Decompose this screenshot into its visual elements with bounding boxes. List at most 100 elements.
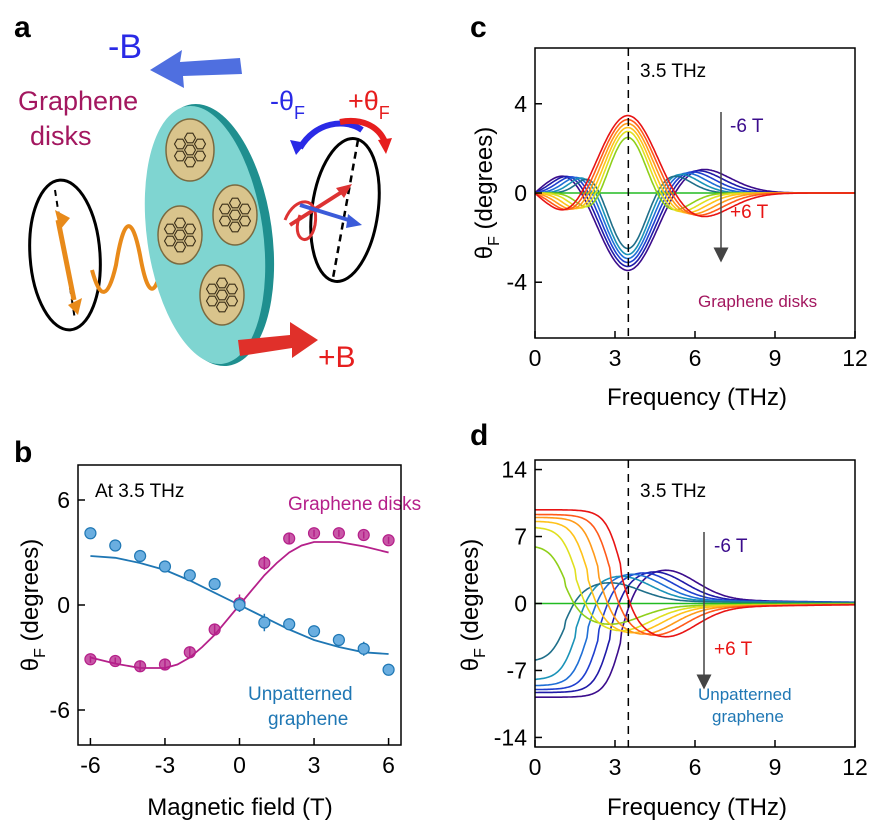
output-helix: [283, 200, 318, 241]
chart-d: 0 3 6 9 12 -14 -7 0 7 14 3.5 THz -6 T +6 T Unpatt…: [457, 457, 868, 821]
d-y-tick-label-0: -14: [494, 724, 527, 750]
c-x-axis-label: Frequency (THz): [607, 384, 787, 411]
output-blue-arrowhead: [346, 214, 362, 228]
graphene-disk-4: [199, 264, 245, 326]
c-x-tick-label-4: 12: [842, 345, 868, 371]
graphene-disk-1: [165, 118, 215, 182]
output-blue-arrow: [299, 203, 356, 224]
b-annotation-unpatterned-line1: Unpatterned: [248, 684, 353, 705]
output-red-arrowhead: [336, 184, 352, 198]
disks-label-line2: disks: [30, 121, 92, 151]
c-x-tick-label-3: 9: [769, 345, 782, 371]
hexagon-6: [183, 144, 197, 156]
b-point-1-10: [332, 633, 345, 647]
d-curve-12: [534, 508, 855, 638]
input-field-arrow: [55, 219, 77, 301]
c-x-tick-label-1: 3: [609, 345, 622, 371]
c-y-tick-label-1: 0: [514, 180, 527, 206]
hexagon-16: [238, 203, 252, 215]
b-point-1-1: [109, 539, 122, 552]
b-point-0-3: [158, 658, 172, 671]
hexagon-18: [238, 215, 252, 227]
b-point-0-0: [84, 653, 97, 666]
b-annotation-unpatterned-line2: graphene: [268, 709, 348, 730]
output-axis-line: [331, 139, 360, 279]
b-y-tick-label-1: 0: [57, 592, 70, 618]
b-x-tick-label-4: 6: [382, 752, 395, 778]
c-curve-9: [534, 126, 855, 214]
d-x-tick-label-4: 12: [842, 754, 868, 780]
c-curve-5: [535, 175, 855, 250]
b-point-0-11: [357, 528, 370, 542]
c-annotation-material: Graphene disks: [698, 292, 817, 311]
plus-theta-label: +θF: [348, 86, 390, 123]
b-point-0-10: [332, 527, 345, 540]
b-x-tick-label-2: 0: [233, 752, 246, 778]
d-y-tick-label-4: 14: [501, 457, 527, 483]
b-point-0-5: [208, 623, 221, 636]
rotation-arrowhead-plus: [378, 138, 392, 154]
d-x-tick-label-0: 0: [529, 754, 542, 780]
c-y-tick-label-2: 4: [514, 91, 527, 117]
b-x-tick-label-1: -3: [155, 752, 175, 778]
hexagon-23: [225, 283, 239, 295]
b-point-0-2: [134, 660, 147, 673]
hexagon-19: [228, 221, 242, 233]
hexagon-10: [163, 235, 177, 247]
d-curve-3: [534, 573, 855, 687]
d-y-axis-label: θF (degrees): [457, 539, 489, 672]
b-point-1-11: [357, 642, 370, 655]
b-point-1-3: [158, 560, 172, 573]
hexagon-2: [193, 138, 207, 150]
hexagon-14: [228, 197, 242, 209]
graphene-disk-3: [212, 184, 258, 246]
b-y-axis-label: θF (degrees): [17, 539, 49, 672]
hexagon-11: [183, 235, 197, 247]
d-annotation-plus6: +6 T: [714, 639, 753, 660]
c-curve-12: [534, 114, 855, 218]
graphene-disk-2: [157, 205, 203, 265]
d-curve-9: [534, 520, 855, 634]
d-x-tick-label-3: 9: [769, 754, 782, 780]
c-frame: [534, 47, 856, 339]
honeycomb-lattice: [163, 132, 252, 313]
c-annotation-frequency: 3.5 THz: [640, 61, 706, 82]
hexagon-4: [193, 150, 207, 162]
hexagon-25: [225, 295, 239, 307]
c-curve-3: [534, 172, 855, 260]
b-annotation-frequency: At 3.5 THz: [95, 481, 184, 502]
d-annotation-unpatterned-line1: Unpatterned: [698, 685, 792, 704]
d-x-tick-label-2: 6: [689, 754, 702, 780]
b-point-1-5: [208, 577, 221, 591]
hexagon-24: [205, 295, 219, 307]
panel-label-a: a: [14, 11, 31, 44]
panel-label-d: d: [470, 419, 488, 452]
c-curve-7: [535, 136, 855, 211]
input-arrowhead-up: [55, 210, 70, 230]
b-point-1-8: [283, 618, 296, 631]
hexagon-20: [228, 209, 242, 221]
b-point-1-2: [134, 549, 147, 563]
b-point-1-7: [258, 616, 271, 629]
d-annotation-unpatterned-line2: graphene: [712, 707, 784, 726]
d-x-axis-label: Frequency (THz): [607, 794, 787, 821]
d-y-tick-label-1: -7: [507, 657, 527, 683]
hexagon-1: [173, 138, 187, 150]
d-frame: [534, 459, 856, 748]
b-x-axis-label: Magnetic field (T): [147, 794, 332, 821]
hexagon-15: [218, 203, 232, 215]
hexagon-22: [205, 283, 219, 295]
d-curve-10: [535, 516, 855, 635]
panel-label-c: c: [470, 11, 487, 44]
hexagon-26: [215, 301, 229, 313]
input-arrowhead-down: [68, 298, 82, 315]
b-point-0-7: [258, 556, 271, 570]
hexagon-9: [183, 223, 197, 235]
b-y-tick-label-0: -6: [50, 697, 70, 723]
c-curve-10: [534, 122, 855, 215]
rotation-arrow-plus: [339, 118, 388, 144]
d-y-tick-label-2: 0: [514, 591, 527, 617]
d-y-tick-label-3: 7: [514, 524, 527, 550]
hexagon-12: [173, 241, 187, 253]
